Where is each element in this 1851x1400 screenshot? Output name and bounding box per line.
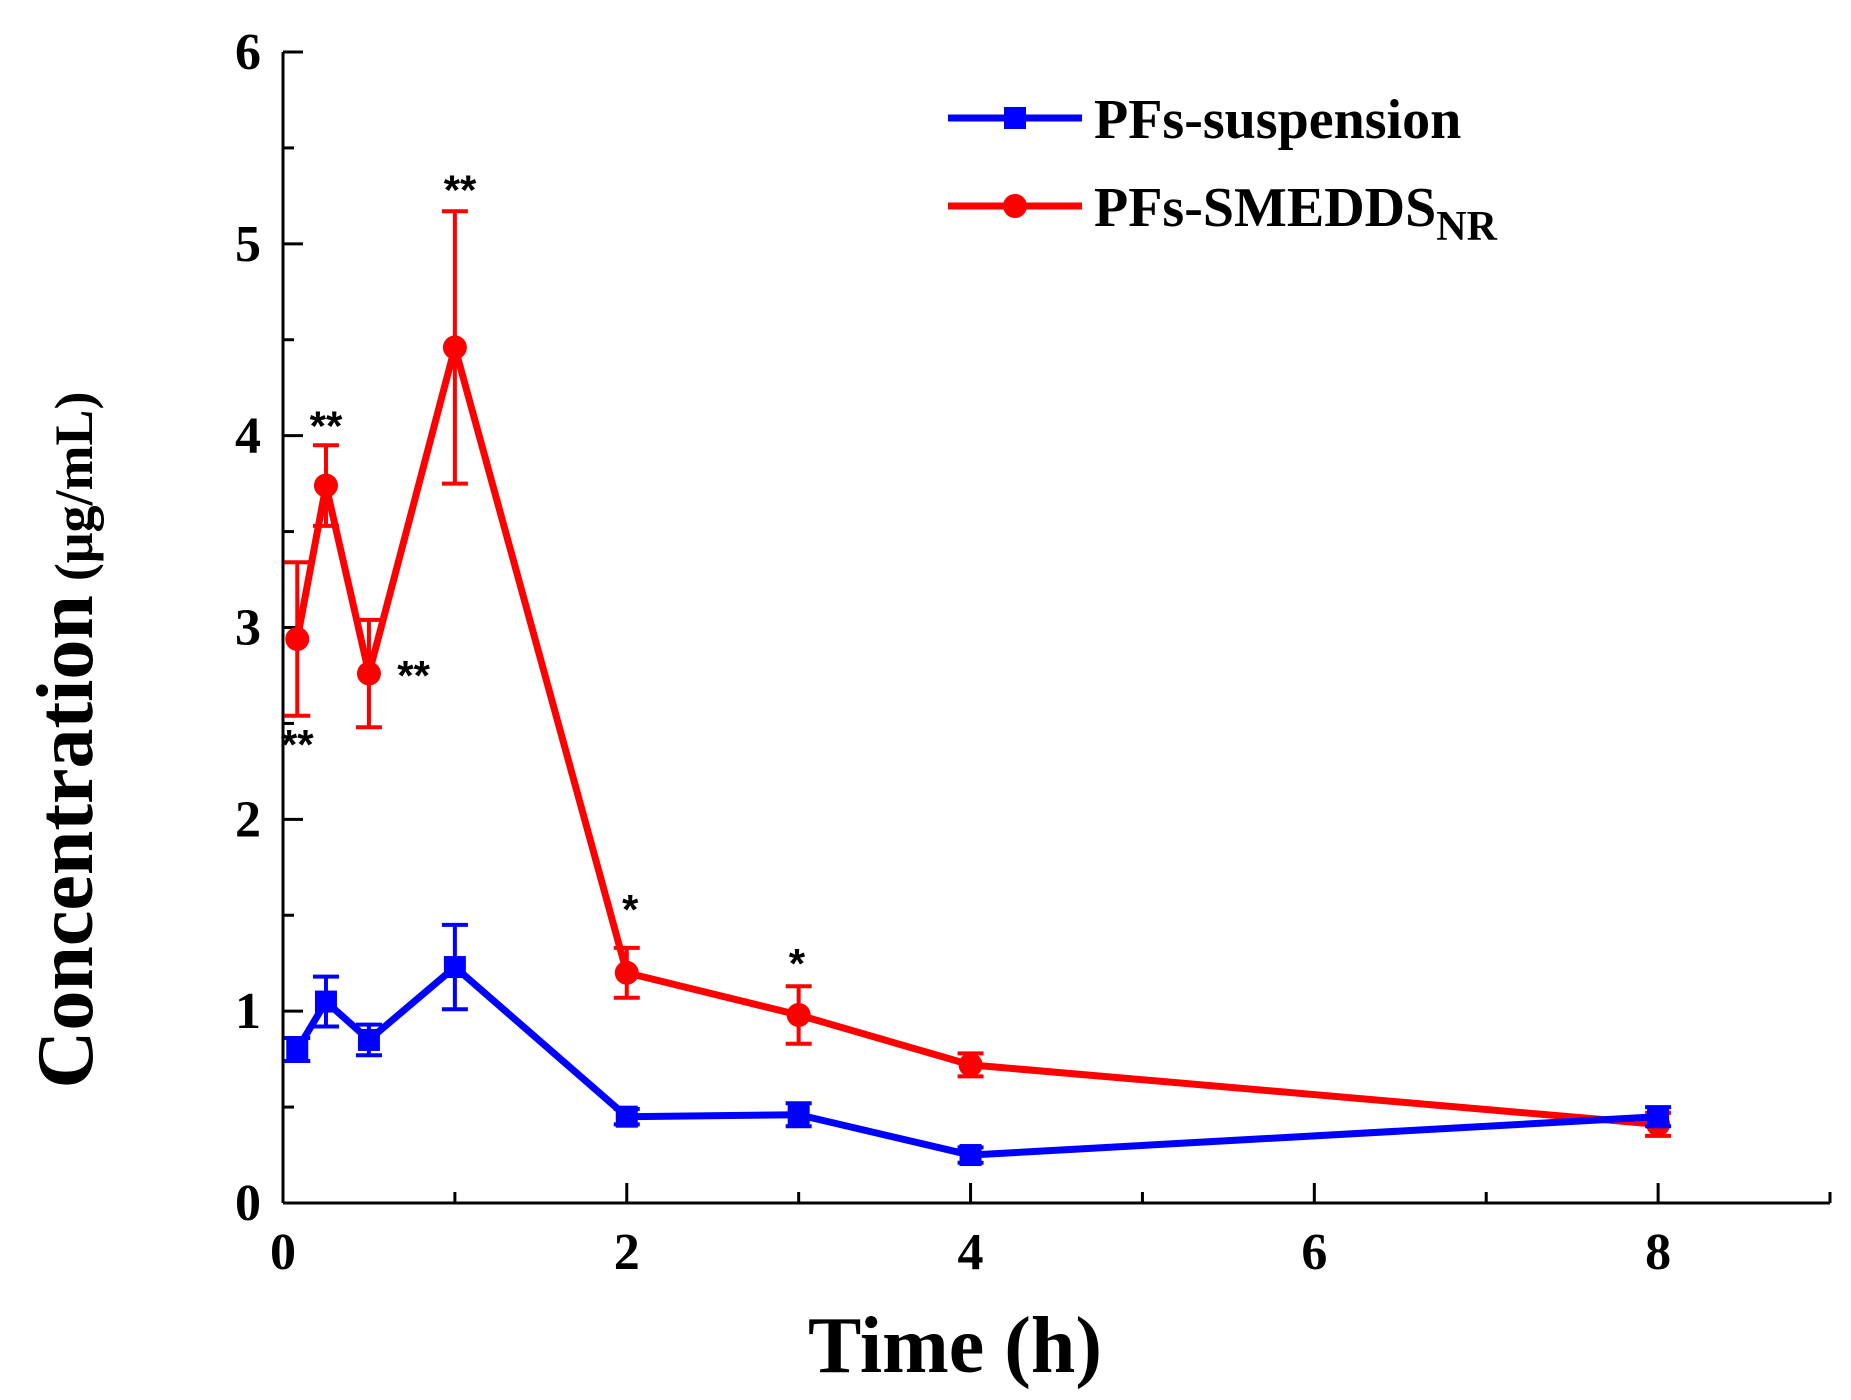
data-point	[313, 473, 338, 498]
significance-marker: *	[622, 886, 639, 933]
data-point	[285, 627, 310, 652]
data-point	[786, 1003, 811, 1028]
y-axis-title-text: Concentration	[22, 595, 110, 1088]
y-tick-label: 4	[235, 408, 261, 465]
y-tick-label: 5	[235, 216, 261, 273]
legend-label-subscript: NR	[1436, 204, 1497, 250]
data-point	[356, 661, 381, 686]
x-tick-label: 4	[958, 1224, 984, 1281]
series-layer	[284, 209, 1672, 1167]
data-point	[442, 335, 467, 360]
y-tick-label: 0	[235, 1175, 261, 1232]
y-axis-title: Concentration (μg/mL)	[22, 392, 110, 1089]
y-ticks: 0 1 2 3 4 5 6	[235, 24, 303, 1232]
y-tick-label: 6	[235, 24, 261, 81]
y-axis-title-unit: (μg/mL)	[44, 392, 104, 582]
data-point	[615, 1105, 638, 1128]
significance-marker: **	[281, 721, 314, 768]
significance-marker: *	[789, 940, 806, 987]
data-point	[357, 1028, 380, 1051]
data-point	[959, 1144, 982, 1167]
x-tick-label: 6	[1301, 1224, 1327, 1281]
data-point	[614, 960, 639, 985]
data-point	[443, 956, 466, 979]
data-point	[958, 1052, 983, 1077]
y-tick-label: 3	[235, 600, 261, 657]
legend-label: PFs-suspension	[1094, 89, 1461, 151]
significance-marker: **	[310, 403, 343, 450]
legend-swatch-marker	[1003, 194, 1027, 218]
legend: PFs-suspension PFs-SMEDDSNR	[948, 89, 1498, 250]
data-point	[286, 1038, 309, 1061]
data-point	[1647, 1105, 1670, 1128]
x-tick-label: 8	[1645, 1224, 1671, 1281]
data-point	[314, 990, 337, 1013]
x-axis-title: Time (h)	[808, 1302, 1102, 1390]
x-ticks: 0 2 4 6 8	[270, 1183, 1832, 1281]
y-tick-label: 1	[235, 983, 261, 1040]
legend-label-text: PFs-SMEDDS	[1094, 177, 1436, 239]
x-tick-label: 2	[614, 1224, 640, 1281]
series-line	[293, 343, 1659, 1128]
axes: 0 1 2 3 4 5 6 0 2 4 6 8	[235, 24, 1832, 1281]
series-pfs-suspension	[284, 922, 1672, 1167]
significance-marker: **	[397, 652, 430, 699]
annotation-layer: **********	[281, 167, 806, 987]
y-tick-label: 2	[235, 791, 261, 848]
legend-label-text: PFs-suspension	[1094, 89, 1461, 151]
significance-marker: **	[444, 167, 477, 214]
data-point	[787, 1103, 810, 1126]
x-tick-label: 0	[270, 1224, 296, 1281]
legend-label: PFs-SMEDDSNR	[1094, 177, 1498, 250]
legend-swatch-marker	[1004, 107, 1026, 129]
